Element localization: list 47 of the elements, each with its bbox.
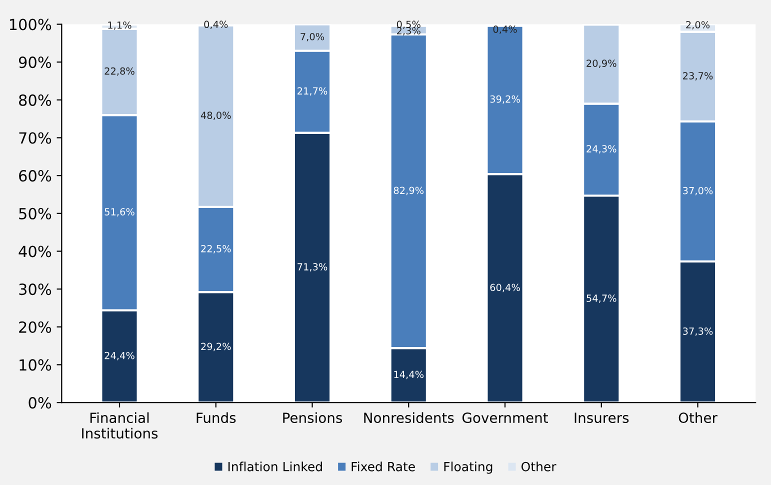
legend-label: Fixed Rate xyxy=(352,462,415,472)
x-tick-label: Government xyxy=(462,412,548,424)
data-label: 14,4% xyxy=(394,370,424,380)
y-tick-label: 100% xyxy=(10,18,52,30)
y-tick-label: 40% xyxy=(18,246,52,258)
legend-label: Other xyxy=(521,462,556,472)
data-label: 0,4% xyxy=(204,20,228,30)
data-label: 60,4% xyxy=(490,284,520,292)
x-tick-label: Financial Institutions xyxy=(82,412,158,439)
y-tick-label: 50% xyxy=(19,208,52,220)
x-tick-label: Other xyxy=(678,412,718,424)
y-tick-label: 90% xyxy=(18,56,52,68)
y-tick-label: 30% xyxy=(19,284,52,296)
data-label: 22,5% xyxy=(201,244,231,254)
x-tick-label: Pensions xyxy=(283,412,342,424)
y-tick-label: 60% xyxy=(19,170,52,182)
legend-label: Floating xyxy=(444,462,492,474)
data-label: 1,1% xyxy=(108,21,132,30)
data-label: 71,3% xyxy=(298,263,328,272)
y-tick-label: 70% xyxy=(19,132,52,144)
data-label: 20,9% xyxy=(586,60,616,68)
data-label: 37,0% xyxy=(683,186,713,196)
data-label: 24,4% xyxy=(104,352,134,360)
y-tick-label: 80% xyxy=(19,94,52,106)
data-label: 2,0% xyxy=(686,21,710,30)
data-label: 37,3% xyxy=(683,327,713,336)
data-label: 0,5% xyxy=(396,20,420,30)
data-label: 48,0% xyxy=(200,112,231,120)
data-label: 7,0% xyxy=(300,32,324,42)
y-tick-label: 20% xyxy=(19,321,52,333)
data-label: 0,4% xyxy=(493,26,517,34)
y-tick-label: 10% xyxy=(20,359,52,371)
data-label: 22,8% xyxy=(104,67,134,76)
y-tick-label: 0% xyxy=(28,397,52,409)
data-label: 39,2% xyxy=(490,95,520,104)
data-label: 54,7% xyxy=(586,294,616,303)
x-tick-label: Funds xyxy=(196,412,236,424)
data-label: 2,3% xyxy=(396,27,420,36)
data-label: 29,2% xyxy=(201,342,231,352)
data-label: 82,9% xyxy=(394,186,424,196)
data-label: 23,7% xyxy=(683,72,713,80)
data-label: 24,3% xyxy=(586,145,616,154)
x-tick-label: Nonresidents xyxy=(364,412,454,424)
data-label: 21,7% xyxy=(298,87,328,96)
x-tick-label: Insurers xyxy=(574,412,629,424)
data-label: 51,6% xyxy=(104,208,134,216)
legend-label: Inflation Linked xyxy=(228,462,322,472)
